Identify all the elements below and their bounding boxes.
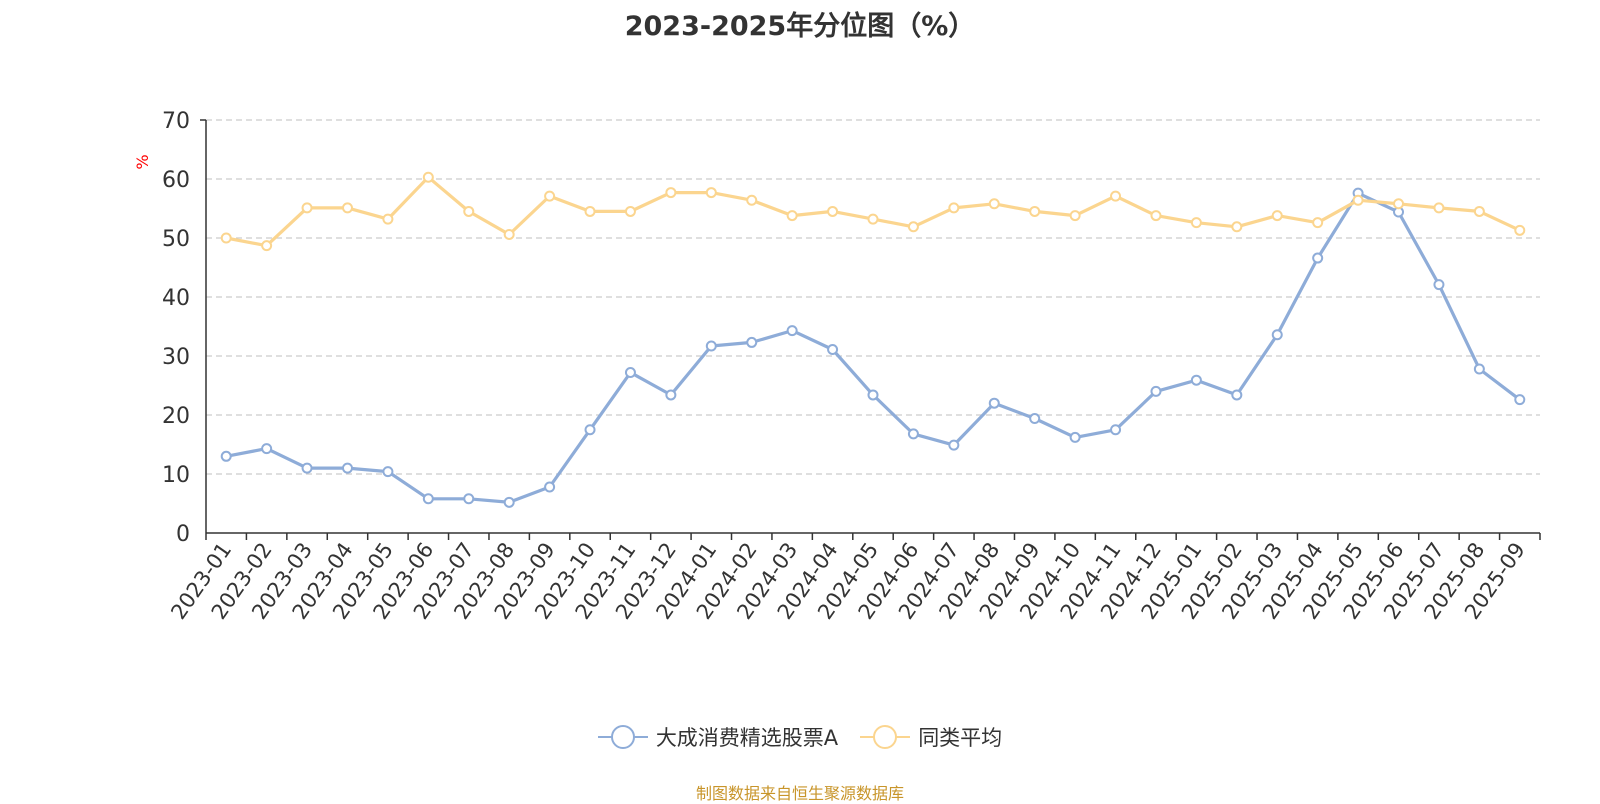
legend-label-series-1: 大成消费精选股票A — [655, 726, 839, 750]
series-line-1 — [224, 191, 1522, 504]
grid-lines — [206, 119, 1540, 475]
data-point-series-2 — [382, 213, 394, 225]
data-point-series-2 — [1271, 210, 1283, 222]
y-tick-label: 40 — [162, 286, 190, 311]
data-point-series-1 — [544, 481, 556, 493]
data-point-series-2 — [584, 205, 596, 217]
data-point-series-2 — [1190, 217, 1202, 229]
data-point-series-1 — [1190, 374, 1202, 386]
data-point-series-1 — [341, 462, 353, 474]
data-point-series-1 — [786, 325, 798, 337]
data-point-series-2 — [463, 205, 475, 217]
data-point-series-1 — [867, 389, 879, 401]
legend-item-series-1[interactable]: 大成消费精选股票A — [597, 722, 839, 752]
data-point-series-1 — [1271, 329, 1283, 341]
data-point-series-1 — [1029, 413, 1041, 425]
data-point-series-2 — [1312, 217, 1324, 229]
data-point-series-1 — [988, 397, 1000, 409]
data-point-series-1 — [301, 462, 313, 474]
data-point-series-1 — [422, 493, 434, 505]
data-point-series-2 — [907, 221, 919, 233]
data-point-series-2 — [1433, 202, 1445, 214]
data-point-series-1 — [503, 496, 515, 508]
data-point-series-2 — [705, 187, 717, 199]
data-point-series-1 — [1231, 389, 1243, 401]
data-point-series-1 — [705, 340, 717, 352]
y-tick-label: 0 — [176, 522, 190, 547]
source-note: 制图数据来自恒生聚源数据库 — [695, 784, 904, 803]
legend-swatch-series-1 — [597, 725, 648, 749]
data-point-series-1 — [907, 428, 919, 440]
axes: 010203040506070%2023-012023-022023-03202… — [133, 109, 1541, 624]
data-point-series-2 — [422, 171, 434, 183]
data-point-series-2 — [301, 202, 313, 214]
data-point-series-2 — [1352, 194, 1364, 206]
data-point-series-2 — [1514, 224, 1526, 236]
series-line-2 — [224, 175, 1522, 248]
legend-item-series-2[interactable]: 同类平均 — [860, 722, 1002, 752]
y-tick-label: 30 — [162, 345, 190, 370]
data-point-series-1 — [1069, 431, 1081, 443]
data-point-series-1 — [584, 424, 596, 436]
data-point-series-2 — [948, 202, 960, 214]
data-point-series-1 — [746, 336, 758, 348]
data-point-series-2 — [867, 213, 879, 225]
data-point-series-2 — [544, 190, 556, 202]
y-tick-label: 60 — [162, 168, 190, 193]
data-point-series-2 — [624, 205, 636, 217]
data-point-series-1 — [382, 466, 394, 478]
data-point-series-2 — [341, 202, 353, 214]
data-point-series-2 — [746, 194, 758, 206]
data-point-series-2 — [988, 198, 1000, 210]
legend-swatch-series-2 — [860, 725, 911, 749]
data-point-series-1 — [1312, 252, 1324, 264]
data-point-series-1 — [1514, 394, 1526, 406]
data-point-series-2 — [1393, 198, 1405, 210]
data-point-series-1 — [220, 450, 232, 462]
legend-label-series-2: 同类平均 — [918, 726, 1003, 750]
data-point-series-1 — [1433, 279, 1445, 291]
y-tick-label: 10 — [162, 463, 190, 488]
data-point-series-1 — [1110, 424, 1122, 436]
y-axis-label: % — [133, 154, 152, 169]
data-point-series-2 — [665, 187, 677, 199]
data-point-series-2 — [220, 232, 232, 244]
y-tick-label: 50 — [162, 227, 190, 252]
data-point-series-2 — [827, 205, 839, 217]
data-point-series-2 — [1231, 221, 1243, 233]
data-point-series-1 — [948, 439, 960, 451]
data-point-series-2 — [503, 228, 515, 240]
y-tick-label: 70 — [162, 109, 190, 134]
data-point-series-1 — [827, 344, 839, 356]
data-point-series-1 — [665, 389, 677, 401]
series-layer — [220, 171, 1526, 508]
chart-title: 2023-2025年分位图（%） — [624, 11, 976, 42]
data-point-series-2 — [1069, 210, 1081, 222]
legend: 大成消费精选股票A 同类平均 — [0, 722, 1600, 752]
data-point-series-1 — [1150, 385, 1162, 397]
data-point-series-2 — [1029, 205, 1041, 217]
data-point-series-2 — [1150, 210, 1162, 222]
data-point-series-2 — [1110, 190, 1122, 202]
data-point-series-1 — [1473, 363, 1485, 375]
data-point-series-1 — [624, 367, 636, 379]
data-point-series-2 — [261, 240, 273, 252]
data-point-series-1 — [463, 493, 475, 505]
y-tick-label: 20 — [162, 404, 190, 429]
data-point-series-2 — [786, 210, 798, 222]
data-point-series-1 — [261, 443, 273, 455]
data-point-series-2 — [1473, 205, 1485, 217]
